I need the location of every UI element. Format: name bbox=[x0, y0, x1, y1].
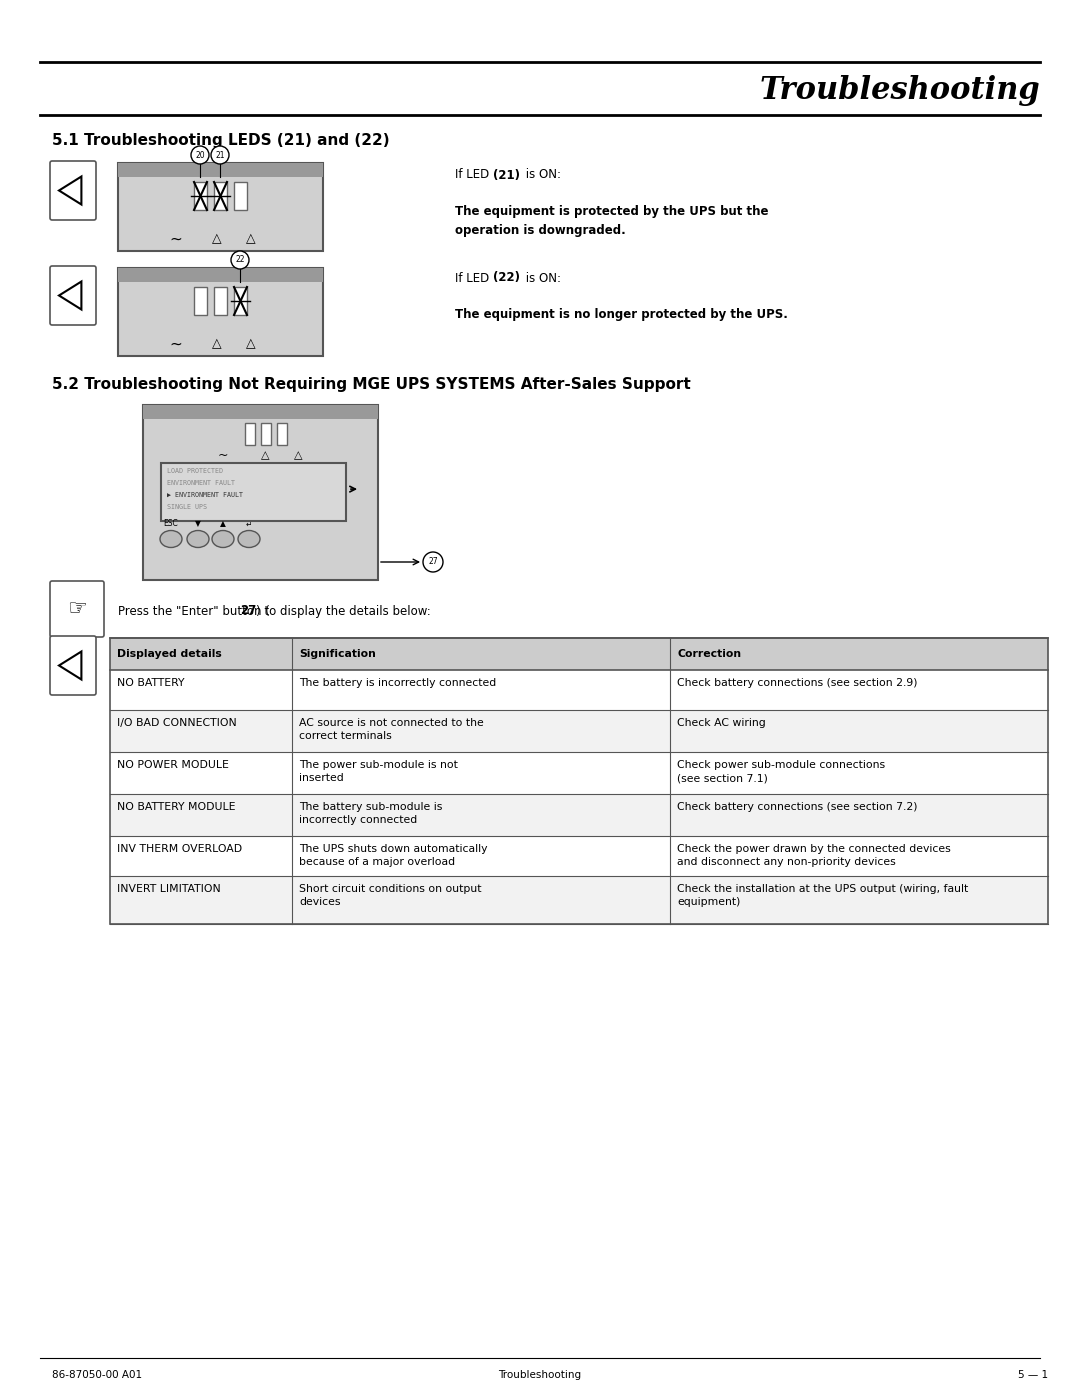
Text: ▶ ENVIRONMENT FAULT: ▶ ENVIRONMENT FAULT bbox=[167, 492, 243, 497]
Text: NO POWER MODULE: NO POWER MODULE bbox=[117, 760, 229, 770]
Text: (21): (21) bbox=[492, 169, 519, 182]
Text: Check battery connections (see section 2.9): Check battery connections (see section 2… bbox=[677, 678, 918, 687]
Text: △: △ bbox=[212, 338, 221, 351]
Text: SINGLE UPS: SINGLE UPS bbox=[167, 504, 207, 510]
Text: ~: ~ bbox=[170, 337, 181, 352]
Bar bbox=[143, 405, 378, 419]
Circle shape bbox=[211, 147, 229, 163]
Bar bbox=[110, 835, 1048, 876]
Text: I/O BAD CONNECTION: I/O BAD CONNECTION bbox=[117, 718, 237, 728]
Text: The battery sub-module is
incorrectly connected: The battery sub-module is incorrectly co… bbox=[299, 802, 443, 826]
Bar bbox=[234, 286, 247, 314]
Text: The UPS shuts down automatically
because of a major overload: The UPS shuts down automatically because… bbox=[299, 844, 487, 868]
Text: ~: ~ bbox=[218, 448, 228, 461]
Bar bbox=[110, 638, 1048, 923]
Bar bbox=[234, 182, 247, 210]
Bar bbox=[118, 268, 323, 356]
Text: Signification: Signification bbox=[299, 650, 376, 659]
Text: ▼: ▼ bbox=[195, 520, 201, 528]
Bar bbox=[110, 710, 1048, 752]
Text: is ON:: is ON: bbox=[522, 169, 561, 182]
Text: 20: 20 bbox=[195, 151, 205, 159]
Text: △: △ bbox=[246, 338, 256, 351]
FancyBboxPatch shape bbox=[50, 636, 96, 694]
Text: Displayed details: Displayed details bbox=[117, 650, 221, 659]
Text: The equipment is no longer protected by the UPS.: The equipment is no longer protected by … bbox=[455, 307, 788, 321]
Bar bbox=[118, 268, 323, 282]
Text: The equipment is protected by the UPS but the
operation is downgraded.: The equipment is protected by the UPS bu… bbox=[455, 205, 769, 237]
Bar bbox=[110, 793, 1048, 835]
Ellipse shape bbox=[212, 531, 234, 548]
Text: Press the "Enter" button (: Press the "Enter" button ( bbox=[118, 605, 270, 617]
Text: (22): (22) bbox=[492, 271, 519, 285]
Bar bbox=[118, 163, 323, 251]
Text: If LED: If LED bbox=[455, 271, 492, 285]
Circle shape bbox=[231, 251, 249, 270]
Bar bbox=[110, 752, 1048, 793]
Text: Troubleshooting: Troubleshooting bbox=[759, 74, 1040, 106]
Text: △: △ bbox=[294, 450, 302, 460]
Text: 21: 21 bbox=[215, 151, 225, 159]
Text: ENVIRONMENT FAULT: ENVIRONMENT FAULT bbox=[167, 481, 235, 486]
Text: INV THERM OVERLOAD: INV THERM OVERLOAD bbox=[117, 844, 242, 854]
Text: 5.2 Troubleshooting Not Requiring MGE UPS SYSTEMS After-Sales Support: 5.2 Troubleshooting Not Requiring MGE UP… bbox=[52, 377, 691, 393]
Bar bbox=[278, 423, 287, 446]
Text: ☞: ☞ bbox=[67, 599, 87, 619]
Text: LOAD PROTECTED: LOAD PROTECTED bbox=[167, 468, 222, 474]
Text: ▲: ▲ bbox=[220, 520, 226, 528]
Text: Check the installation at the UPS output (wiring, fault
equipment): Check the installation at the UPS output… bbox=[677, 884, 969, 907]
Bar bbox=[110, 671, 1048, 710]
Text: NO BATTERY MODULE: NO BATTERY MODULE bbox=[117, 802, 235, 812]
Text: Check the power drawn by the connected devices
and disconnect any non-priority d: Check the power drawn by the connected d… bbox=[677, 844, 950, 868]
Bar bbox=[110, 638, 1048, 671]
Text: AC source is not connected to the
correct terminals: AC source is not connected to the correc… bbox=[299, 718, 484, 742]
Text: Check power sub-module connections
(see section 7.1): Check power sub-module connections (see … bbox=[677, 760, 886, 784]
Bar bbox=[214, 182, 227, 210]
Text: 22: 22 bbox=[235, 256, 245, 264]
Bar bbox=[143, 405, 378, 580]
Text: 86-87050-00 A01: 86-87050-00 A01 bbox=[52, 1370, 143, 1380]
Text: ) to display the details below:: ) to display the details below: bbox=[256, 605, 431, 617]
Circle shape bbox=[423, 552, 443, 571]
Text: Check AC wiring: Check AC wiring bbox=[677, 718, 766, 728]
Text: is ON:: is ON: bbox=[522, 271, 561, 285]
FancyBboxPatch shape bbox=[50, 265, 96, 326]
Bar bbox=[161, 462, 346, 521]
Text: 5.1 Troubleshooting LEDS (21) and (22): 5.1 Troubleshooting LEDS (21) and (22) bbox=[52, 133, 390, 148]
Ellipse shape bbox=[238, 531, 260, 548]
Bar bbox=[194, 182, 207, 210]
Text: 27: 27 bbox=[240, 605, 256, 617]
Text: 5 — 1: 5 — 1 bbox=[1017, 1370, 1048, 1380]
Text: The battery is incorrectly connected: The battery is incorrectly connected bbox=[299, 678, 496, 687]
Bar bbox=[261, 423, 271, 446]
Text: △: △ bbox=[261, 450, 269, 460]
Text: INVERT LIMITATION: INVERT LIMITATION bbox=[117, 884, 220, 894]
Text: 27: 27 bbox=[428, 557, 437, 567]
Ellipse shape bbox=[160, 531, 183, 548]
Text: The power sub-module is not
inserted: The power sub-module is not inserted bbox=[299, 760, 458, 784]
Text: NO BATTERY: NO BATTERY bbox=[117, 678, 185, 687]
Ellipse shape bbox=[187, 531, 210, 548]
Text: Troubleshooting: Troubleshooting bbox=[499, 1370, 581, 1380]
Bar bbox=[214, 286, 227, 314]
Text: ↵: ↵ bbox=[246, 520, 253, 528]
Text: Check battery connections (see section 7.2): Check battery connections (see section 7… bbox=[677, 802, 918, 812]
Text: If LED: If LED bbox=[455, 169, 492, 182]
Bar bbox=[194, 286, 207, 314]
Text: △: △ bbox=[212, 232, 221, 246]
FancyBboxPatch shape bbox=[50, 581, 104, 637]
FancyBboxPatch shape bbox=[50, 161, 96, 219]
Text: ~: ~ bbox=[170, 232, 181, 246]
Bar bbox=[118, 163, 323, 177]
Bar bbox=[110, 876, 1048, 923]
Text: Correction: Correction bbox=[677, 650, 741, 659]
Bar bbox=[245, 423, 255, 446]
Text: Short circuit conditions on output
devices: Short circuit conditions on output devic… bbox=[299, 884, 482, 907]
Circle shape bbox=[191, 147, 210, 163]
Text: △: △ bbox=[246, 232, 256, 246]
Text: ESC: ESC bbox=[164, 520, 178, 528]
